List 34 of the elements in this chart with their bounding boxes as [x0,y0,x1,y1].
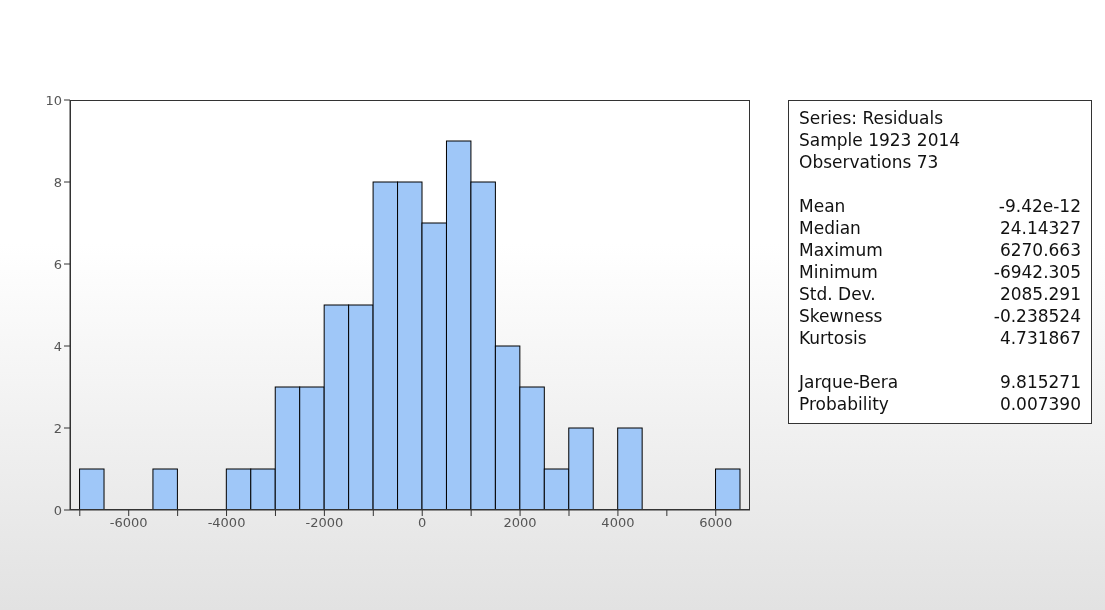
x-tick-label: 2000 [503,515,537,531]
text: Median [799,217,861,239]
y-tick-label: 0 [53,502,62,518]
text: 0.007390 [999,393,1081,415]
y-tick-label: 4 [53,338,62,354]
x-tick-label: 4000 [601,515,635,531]
text: 24.14327 [999,217,1081,239]
text: -6942.305 [993,261,1081,283]
x-tick-label: -6000 [109,515,148,531]
y-tick-label: 8 [53,174,62,190]
y-tick-label: 10 [45,92,62,108]
text: -9.42e-12 [998,195,1081,217]
text: Observations 73 [799,151,940,173]
text: 2085.291 [999,283,1081,305]
text: 9.815271 [999,371,1081,393]
text: Maximum [799,239,883,261]
text: Skewness [799,305,883,327]
text: Series: Residuals [799,107,945,129]
text: Mean [799,195,846,217]
text: 4.731867 [999,327,1081,349]
text: -0.238524 [993,305,1081,327]
text: Minimum [799,261,878,283]
x-tick-label: -4000 [207,515,246,531]
x-tick-label: -2000 [305,515,344,531]
text: Probability [799,393,889,415]
text: Kurtosis [799,327,867,349]
text: Jarque-Bera [799,371,899,393]
y-tick-label: 6 [53,256,62,272]
x-tick-label: 0 [418,515,427,531]
x-tick-label: 6000 [699,515,733,531]
text: Std. Dev. [799,283,876,305]
text: 6270.663 [999,239,1081,261]
y-tick-label: 2 [53,420,62,436]
text: Sample 1923 2014 [799,129,962,151]
